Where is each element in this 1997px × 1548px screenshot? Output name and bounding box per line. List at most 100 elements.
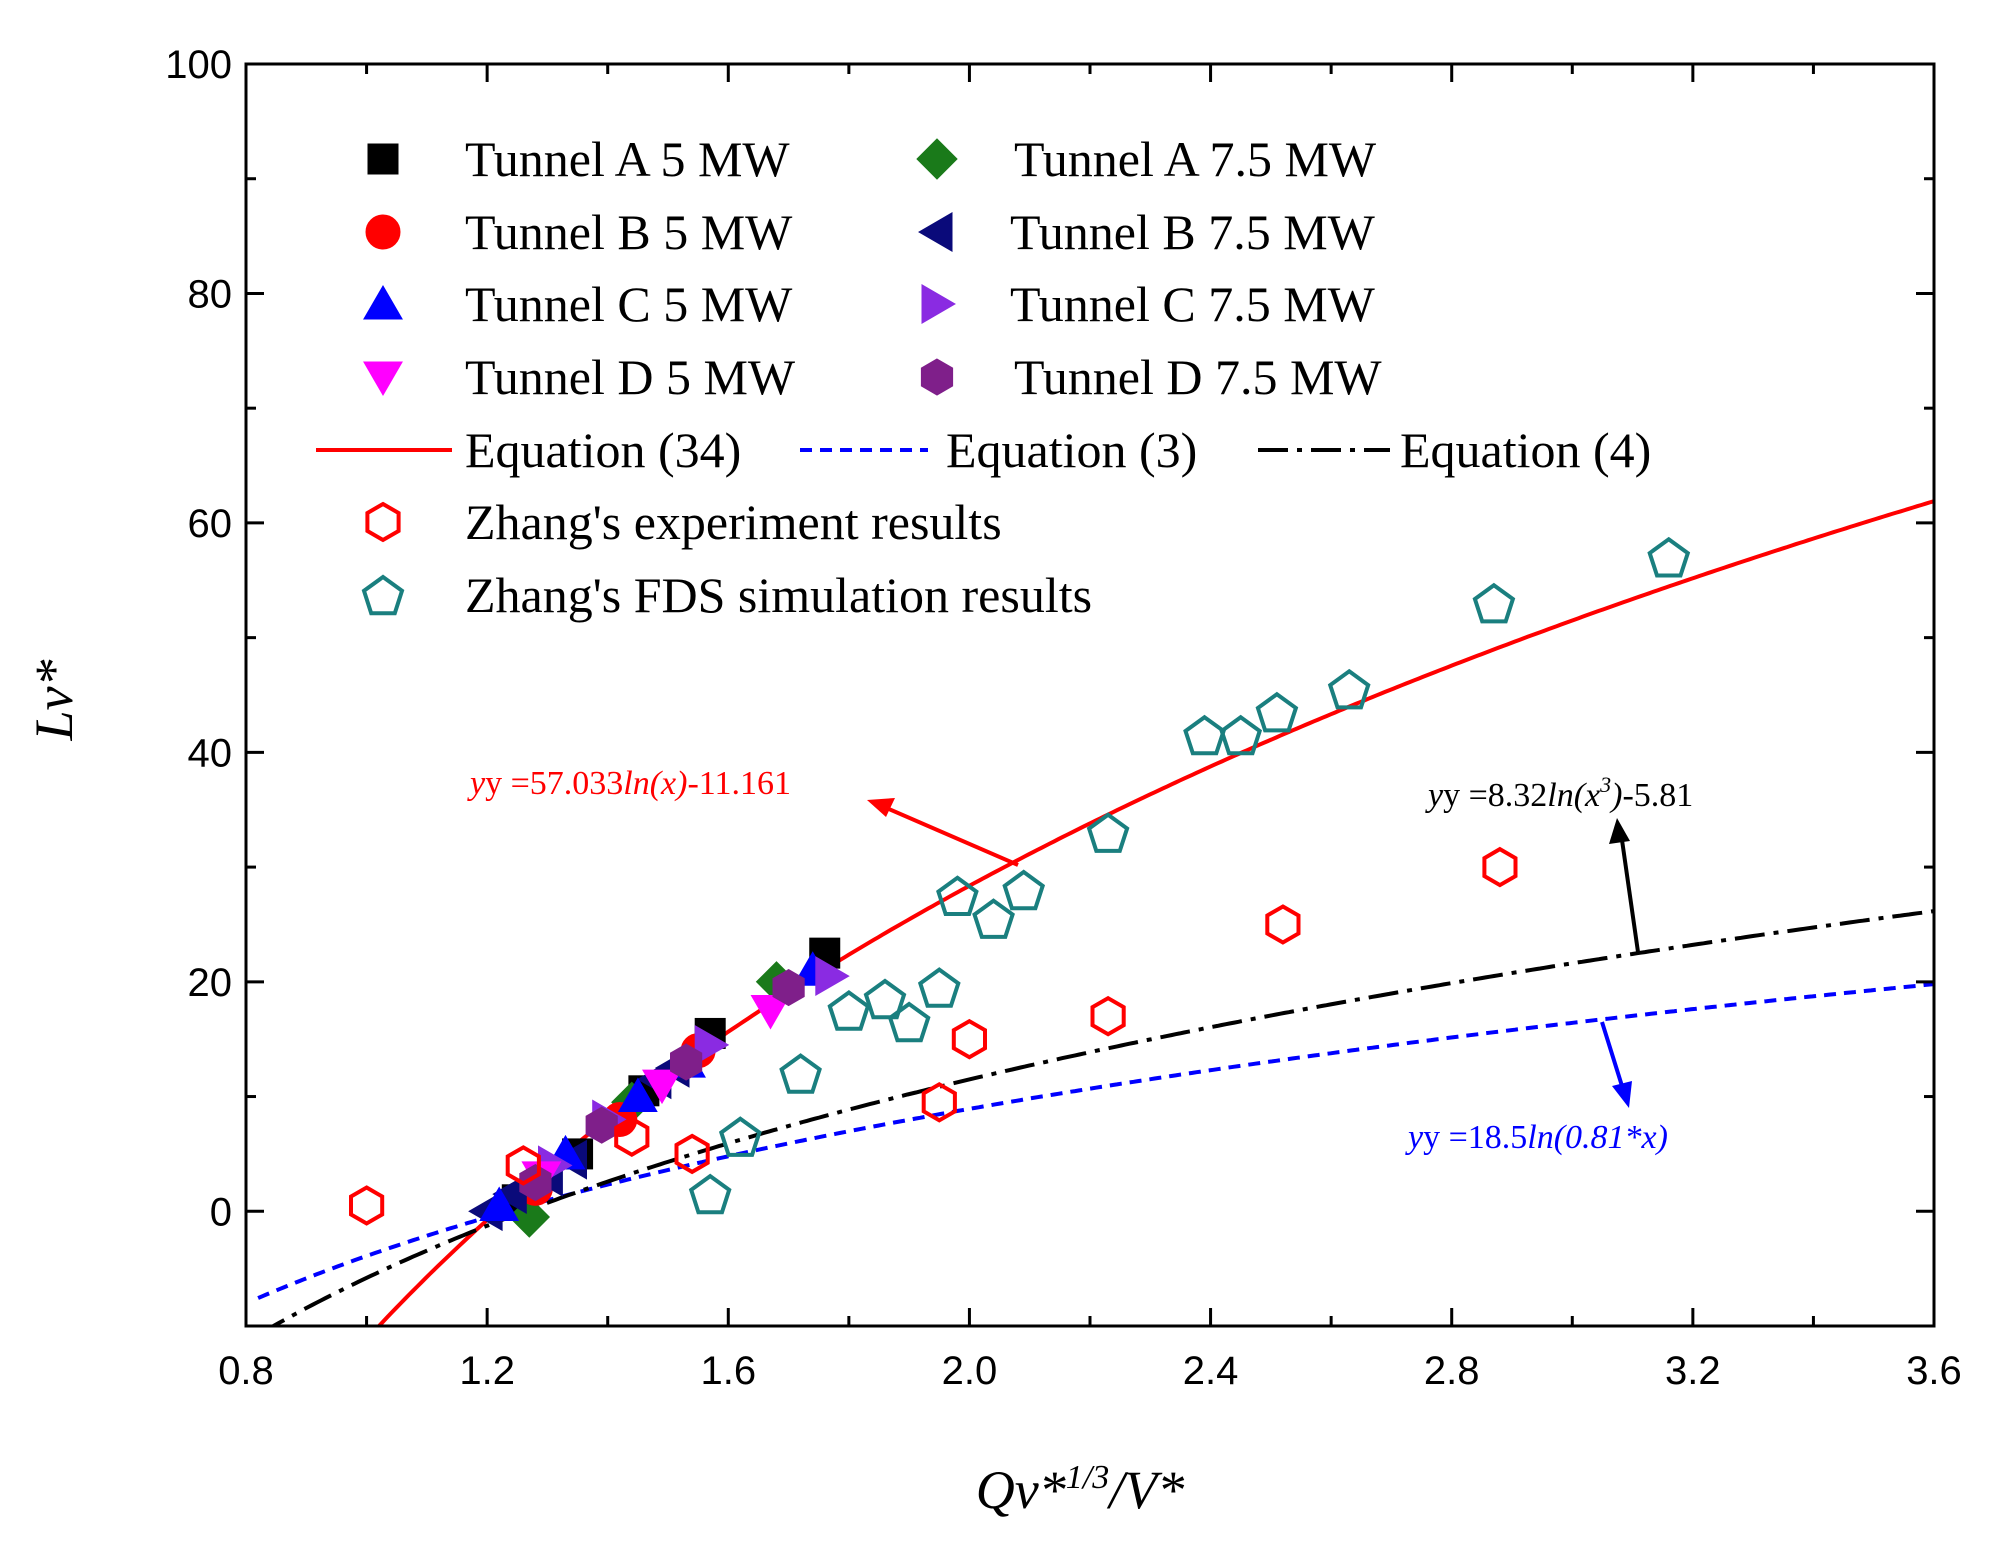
svg-text:Equation (3): Equation (3) bbox=[946, 422, 1197, 478]
legend-marker-tunnel-b-7-5-mw bbox=[918, 212, 953, 252]
x-tick-label: 1.6 bbox=[700, 1349, 756, 1393]
svg-text:yy =57.033ln(x)-11.161: yy =57.033ln(x)-11.161 bbox=[467, 765, 791, 802]
legend-marker-tunnel-d-5-mw bbox=[363, 361, 403, 396]
legend-item-zhang-experiment: Zhang's experiment results bbox=[365, 494, 1002, 550]
legend-item-tunnel-d-7-5mw: Tunnel D 7.5 MW bbox=[920, 349, 1382, 405]
legend-marker-zhang-s-experiment-results bbox=[365, 501, 401, 543]
annotation-equation-4: yy =8.32ln(x3)-5.81 bbox=[1425, 772, 1693, 953]
point-tunnel-d-7-5-mw bbox=[585, 1106, 618, 1144]
legend-item-tunnel-a-7-5mw: Tunnel A 7.5 MW bbox=[916, 131, 1377, 187]
x-axis-title: Qv*1/3/V* bbox=[976, 1459, 1184, 1520]
point-tunnel-c-5-mw bbox=[617, 1077, 658, 1112]
point-tunnel-c-7-5-mw bbox=[815, 956, 850, 996]
point-zhang-s-fds-simulation-results bbox=[827, 990, 871, 1031]
legend-marker-tunnel-c-7-5-mw bbox=[921, 284, 956, 324]
y-tick-label: 100 bbox=[165, 43, 232, 87]
legend-item-tunnel-a-5mw: Tunnel A 5 MW bbox=[367, 131, 790, 187]
annotation-equation-34: yy =57.033ln(x)-11.161 bbox=[467, 765, 1019, 867]
point-zhang-s-experiment-results bbox=[505, 1145, 541, 1186]
point-zhang-s-fds-simulation-results bbox=[688, 1173, 732, 1215]
legend-marker-zhang-s-fds-simulation-results bbox=[361, 574, 405, 616]
annotation-equation-3: yy =18.5ln(0.81*x) bbox=[1405, 1021, 1668, 1156]
x-axis-title-sup: 1/3 bbox=[1066, 1459, 1109, 1496]
arrowhead-equation-4 bbox=[1609, 818, 1630, 844]
svg-text:Tunnel D 7.5 MW: Tunnel D 7.5 MW bbox=[1014, 349, 1382, 405]
legend-marker-tunnel-a-7-5-mw bbox=[916, 138, 958, 180]
point-zhang-s-experiment-results bbox=[1482, 846, 1518, 888]
svg-text:Tunnel B 5 MW: Tunnel B 5 MW bbox=[465, 204, 793, 260]
svg-text:yy =8.32ln(x3)-5.81: yy =8.32ln(x3)-5.81 bbox=[1425, 772, 1693, 814]
point-zhang-s-experiment-results bbox=[614, 1116, 650, 1158]
legend-item-tunnel-b-7-5mw: Tunnel B 7.5 MW bbox=[918, 204, 1376, 260]
point-zhang-s-fds-simulation-results bbox=[1255, 691, 1299, 733]
arrowhead-equation-34 bbox=[867, 798, 895, 817]
svg-text:Zhang's FDS simulation results: Zhang's FDS simulation results bbox=[465, 567, 1092, 623]
svg-text:Tunnel B 7.5 MW: Tunnel B 7.5 MW bbox=[1010, 204, 1376, 260]
point-zhang-s-fds-simulation-results bbox=[917, 967, 961, 1008]
point-zhang-s-experiment-results bbox=[1090, 995, 1126, 1037]
svg-text:yy =18.5ln(0.81*x): yy =18.5ln(0.81*x) bbox=[1405, 1119, 1668, 1156]
svg-text:Zhang's experiment results: Zhang's experiment results bbox=[465, 494, 1002, 550]
point-zhang-s-experiment-results bbox=[951, 1018, 987, 1060]
legend-marker-tunnel-b-5-mw bbox=[365, 214, 401, 250]
point-zhang-s-experiment-results bbox=[349, 1185, 385, 1226]
x-tick-label: 2.0 bbox=[942, 1349, 998, 1393]
point-zhang-s-fds-simulation-results bbox=[863, 978, 907, 1020]
legend-marker-tunnel-c-5-mw bbox=[363, 285, 403, 320]
point-zhang-s-fds-simulation-results bbox=[1472, 582, 1516, 624]
svg-text:Tunnel C 7.5 MW: Tunnel C 7.5 MW bbox=[1010, 276, 1376, 332]
point-zhang-s-fds-simulation-results bbox=[887, 1001, 931, 1043]
point-zhang-s-fds-simulation-results bbox=[972, 898, 1015, 939]
y-tick-label: 40 bbox=[188, 731, 233, 775]
point-zhang-s-fds-simulation-results bbox=[1002, 869, 1046, 911]
x-tick-label: 2.4 bbox=[1183, 1349, 1239, 1393]
legend-item-tunnel-d-5mw: Tunnel D 5 MW bbox=[363, 349, 796, 405]
point-tunnel-c-7-5-mw bbox=[694, 1025, 730, 1065]
x-tick-label: 1.2 bbox=[459, 1349, 515, 1393]
svg-text:Equation (34): Equation (34) bbox=[465, 422, 741, 478]
legend-item-equation-4: Equation (4) bbox=[1258, 422, 1651, 478]
y-tick-label: 20 bbox=[188, 961, 233, 1005]
legend-item-tunnel-c-5mw: Tunnel C 5 MW bbox=[363, 276, 793, 332]
svg-text:Tunnel C 5 MW: Tunnel C 5 MW bbox=[465, 276, 793, 332]
y-tick-label: 80 bbox=[188, 272, 233, 316]
x-tick-label: 3.6 bbox=[1906, 1349, 1962, 1393]
legend-item-tunnel-b-5mw: Tunnel B 5 MW bbox=[365, 204, 793, 260]
point-zhang-s-fds-simulation-results bbox=[936, 875, 979, 916]
legend-item-zhang-fds: Zhang's FDS simulation results bbox=[361, 567, 1092, 623]
point-zhang-s-fds-simulation-results bbox=[1647, 536, 1691, 578]
y-tick-label: 0 bbox=[210, 1190, 232, 1234]
legend-item-equation-3: Equation (3) bbox=[800, 422, 1197, 478]
legend-item-tunnel-c-7-5mw: Tunnel C 7.5 MW bbox=[921, 276, 1376, 332]
svg-text:Tunnel A 7.5 MW: Tunnel A 7.5 MW bbox=[1014, 131, 1377, 187]
point-zhang-s-experiment-results bbox=[1265, 904, 1301, 945]
point-zhang-s-fds-simulation-results bbox=[1327, 668, 1371, 710]
point-zhang-s-fds-simulation-results bbox=[1183, 714, 1226, 756]
arrow-equation-4 bbox=[1620, 839, 1640, 953]
point-zhang-s-experiment-results bbox=[674, 1133, 710, 1175]
point-zhang-s-fds-simulation-results bbox=[718, 1116, 762, 1157]
point-tunnel-d-7-5-mw bbox=[670, 1043, 703, 1081]
point-tunnel-c-5-mw bbox=[479, 1186, 520, 1221]
arrowhead-equation-3 bbox=[1612, 1081, 1632, 1108]
point-tunnel-d-5-mw bbox=[750, 995, 791, 1030]
point-tunnel-d-7-5-mw bbox=[519, 1164, 552, 1202]
point-tunnel-d-7-5-mw bbox=[772, 969, 805, 1007]
point-zhang-s-fds-simulation-results bbox=[1219, 714, 1263, 756]
svg-text:Tunnel A 5 MW: Tunnel A 5 MW bbox=[465, 131, 790, 187]
y-axis-title: Lv* bbox=[24, 660, 84, 742]
y-tick-label: 60 bbox=[188, 502, 233, 546]
point-zhang-s-fds-simulation-results bbox=[1086, 812, 1130, 853]
legend-item-equation-34: Equation (34) bbox=[316, 422, 741, 478]
legend: Tunnel A 5 MW Tunnel A 7.5 MW Tunnel B 5… bbox=[316, 131, 1651, 623]
svg-text:Equation (4): Equation (4) bbox=[1400, 422, 1651, 478]
x-tick-label: 2.8 bbox=[1424, 1349, 1480, 1393]
legend-marker-tunnel-d-7-5-mw bbox=[920, 358, 954, 396]
legend-marker-tunnel-a-5-mw bbox=[367, 143, 399, 175]
point-zhang-s-experiment-results bbox=[921, 1081, 957, 1123]
arrow-equation-3 bbox=[1600, 1021, 1624, 1087]
svg-text:Tunnel D 5 MW: Tunnel D 5 MW bbox=[465, 349, 796, 405]
arrow-equation-34 bbox=[881, 804, 1019, 867]
